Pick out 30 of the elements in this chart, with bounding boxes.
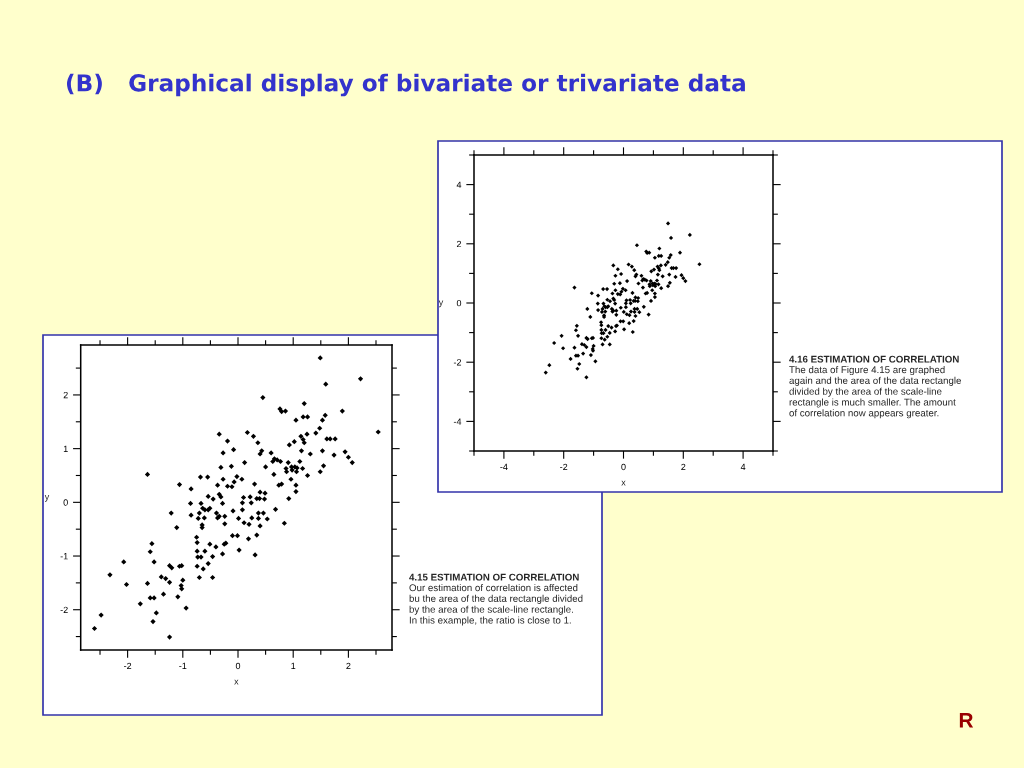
y-tick-label: -1 [60,553,68,560]
x-tick-label: 1 [291,662,296,670]
y-tick-label: 2 [456,240,462,248]
x-tick-label: 2 [346,662,351,670]
text: The data of Figure 4.15 are graphed again and the area of the data rectangle divided by the area of the scale-line rectangle is much smaller. The amount of correlation now appears greater. [789,366,961,419]
y-tick-label: 2 [63,391,68,399]
x-tick-label: -2 [560,463,568,471]
y-tick-label: -2 [60,606,68,613]
x-tick-label: 2 [681,463,686,471]
y-axis-title: y [438,300,444,308]
y-tick-label: -4 [453,418,462,425]
y-tick-label: -2 [453,359,462,366]
x-axis-title: x [621,480,626,486]
y-tick-label: 0 [63,499,68,506]
x-tick-label: -1 [179,662,187,670]
x-tick-label: 0 [235,662,241,670]
x-tick-label: -4 [500,463,508,471]
x-axis-title: x [234,679,239,685]
x-tick-label: 0 [621,463,626,471]
y-tick-label: 1 [63,445,68,452]
y-axis-title: y [44,495,50,502]
x-tick-label: 4 [740,463,746,471]
x-tick-label: -2 [124,662,132,670]
text: 4.16 ESTIMATION OF CORRELATION [789,355,959,363]
text: 4.15 ESTIMATION OF CORRELATION [409,573,579,581]
text: R [959,713,974,728]
y-tick-label: 4 [456,181,462,188]
text: Our estimation of correlation is affected bu the area of the data rectangle divided by the area of the scale-line rectangle. In this example, the ratio is close to 1. [409,584,583,626]
y-tick-label: 0 [456,299,462,307]
chart-title: (B) Graphical display of bivariate or trivariate data [66,73,745,97]
